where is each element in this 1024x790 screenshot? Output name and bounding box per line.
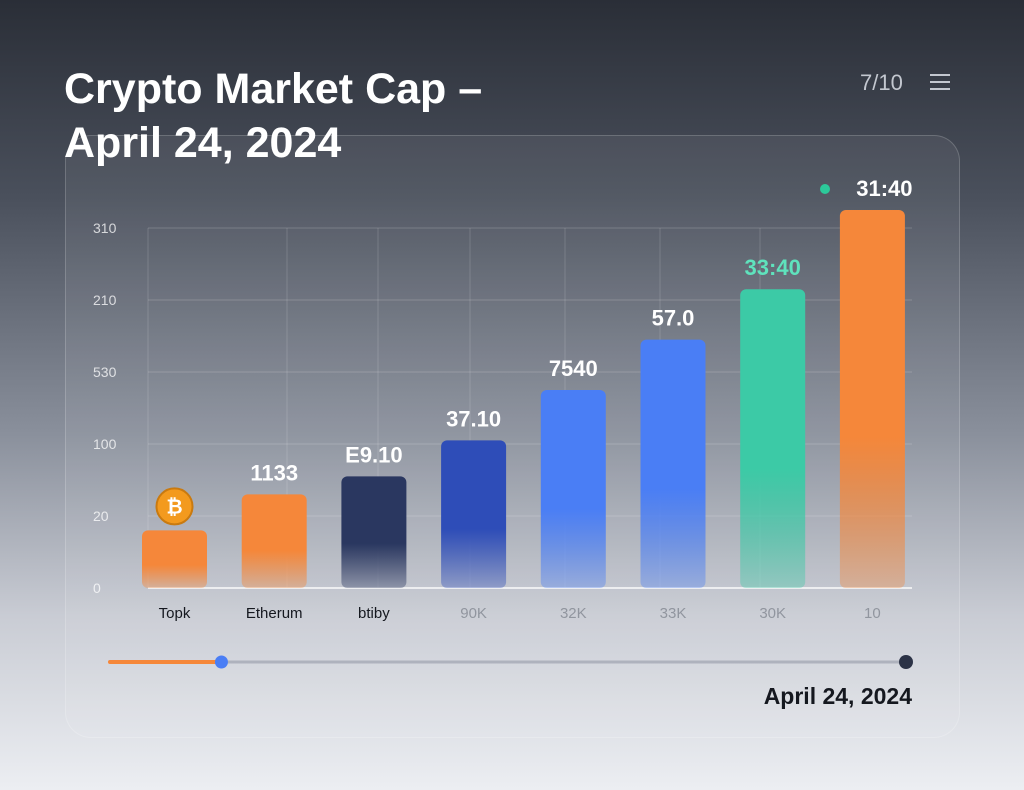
bitcoin-symbol: ₿ bbox=[166, 494, 182, 518]
data-label: 37.10 bbox=[446, 406, 501, 431]
data-label: E9.10 bbox=[345, 442, 403, 467]
data-label: 57.0 bbox=[652, 306, 695, 331]
page-title: Crypto Market Cap – April 24, 2024 bbox=[64, 62, 584, 170]
bar-btiby bbox=[341, 476, 407, 588]
bar-90k bbox=[441, 440, 507, 588]
x-tick-label: 30K bbox=[759, 605, 786, 622]
x-tick-label: 10 bbox=[864, 605, 881, 622]
data-label: 31:40 bbox=[856, 176, 912, 201]
timeline-date: April 24, 2024 bbox=[763, 683, 912, 709]
y-tick-label: 210 bbox=[93, 292, 117, 308]
y-tick-label: 530 bbox=[93, 364, 117, 380]
x-tick-label: Topk bbox=[159, 605, 191, 622]
slider-end-handle[interactable] bbox=[899, 655, 913, 669]
bar-etherum bbox=[241, 494, 307, 588]
title-line-2: April 24, 2024 bbox=[64, 119, 342, 167]
chart-card bbox=[65, 135, 960, 738]
x-tick-label: 33K bbox=[660, 605, 687, 622]
bar-10 bbox=[839, 210, 905, 588]
page-indicator: 7/10 bbox=[860, 70, 903, 95]
data-label: 33:40 bbox=[745, 255, 801, 280]
bitcoin-icon bbox=[155, 487, 194, 526]
y-tick-label: 20 bbox=[93, 508, 109, 524]
title-line-1: Crypto Market Cap – bbox=[64, 65, 483, 113]
y-tick-label: 0 bbox=[93, 580, 101, 596]
hamburger-icon[interactable] bbox=[930, 74, 950, 90]
x-tick-label: 90K bbox=[460, 605, 487, 622]
x-tick-label: 32K bbox=[560, 605, 587, 622]
highlight-dot bbox=[820, 184, 830, 194]
x-tick-label: btiby bbox=[358, 605, 390, 622]
timeline-slider bbox=[108, 655, 913, 669]
slider-handle[interactable] bbox=[214, 655, 228, 669]
bars: Topk ₿ 1133 Etherum E9.10 btiby 37.10 90K 7540 32… bbox=[142, 176, 913, 622]
data-label: 7540 bbox=[549, 356, 598, 381]
bar-33k bbox=[640, 339, 706, 588]
data-label: 1133 bbox=[250, 460, 298, 485]
bar-30k bbox=[740, 289, 806, 588]
y-tick-label: 100 bbox=[93, 436, 117, 452]
bar-topk bbox=[142, 530, 207, 588]
bar-32k bbox=[540, 390, 606, 588]
y-tick-label: 310 bbox=[93, 220, 117, 236]
x-tick-label: Etherum bbox=[246, 605, 303, 622]
